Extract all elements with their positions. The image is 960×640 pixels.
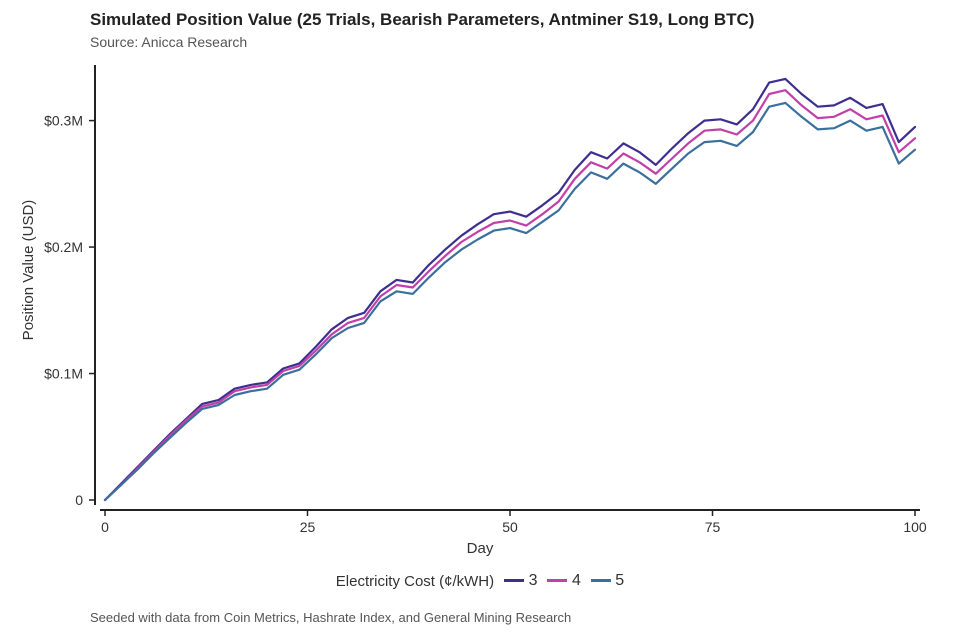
legend-swatch-5 [591,579,611,582]
svg-text:50: 50 [502,519,518,535]
legend-swatch-4 [547,579,567,582]
chart-caption: Seeded with data from Coin Metrics, Hash… [90,610,571,625]
svg-text:75: 75 [705,519,721,535]
svg-text:$0.3M: $0.3M [44,113,83,129]
svg-text:0: 0 [75,492,83,508]
svg-text:$0.1M: $0.1M [44,366,83,382]
svg-text:100: 100 [903,519,927,535]
legend-label-3: 3 [529,572,538,589]
legend-item-5: 5 [591,572,624,590]
svg-text:0: 0 [101,519,109,535]
legend-title: Electricity Cost (¢/kWH) [336,573,494,590]
legend-item-3: 3 [504,572,537,590]
legend-swatch-3 [504,579,524,582]
legend-item-4: 4 [547,572,580,590]
svg-text:$0.2M: $0.2M [44,239,83,255]
y-axis-label: Position Value (USD) [20,170,37,370]
x-axis-label: Day [0,540,960,557]
svg-text:25: 25 [300,519,316,535]
legend: Electricity Cost (¢/kWH) 3 4 5 [0,572,960,590]
legend-label-4: 4 [572,572,581,589]
legend-label-5: 5 [615,572,624,589]
chart-container: Simulated Position Value (25 Trials, Bea… [0,0,960,640]
